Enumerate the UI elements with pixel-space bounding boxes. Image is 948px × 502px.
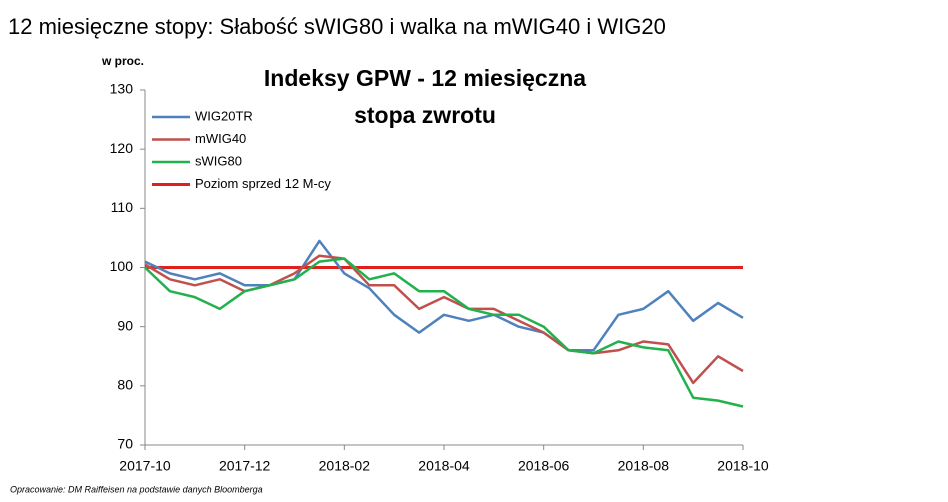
x-tick-label: 2018-04: [418, 458, 470, 474]
y-tick-label: 120: [110, 140, 134, 156]
y-tick-label: 70: [117, 436, 133, 452]
legend-label: mWIG40: [195, 131, 246, 146]
y-axis-label: w proc.: [101, 54, 144, 68]
legend-label: Poziom sprzed 12 M-cy: [195, 176, 331, 191]
x-tick-label: 2018-06: [518, 458, 570, 474]
x-tick-label: 2018-02: [319, 458, 371, 474]
chart-title: Indeksy GPW - 12 miesięczna: [264, 65, 586, 91]
y-tick-label: 130: [110, 81, 134, 97]
slide-title: 12 miesięczne stopy: Słabość sWIG80 i wa…: [8, 14, 666, 39]
series-line: [144, 254, 744, 385]
x-tick-label: 2017-10: [119, 458, 171, 474]
legend-label: sWIG80: [195, 153, 242, 168]
series-line: [144, 257, 744, 408]
footer: Opracowanie: DM Raiffeisen na podstawie …: [10, 484, 263, 494]
y-tick-label: 80: [117, 377, 133, 393]
y-tick-label: 90: [117, 317, 133, 333]
x-tick-label: 2018-10: [717, 458, 769, 474]
x-tick-label: 2018-08: [618, 458, 670, 474]
y-tick-label: 100: [110, 258, 134, 274]
chart-title: stopa zwrotu: [354, 102, 496, 128]
series-line: [144, 239, 744, 352]
y-tick-label: 110: [111, 199, 134, 215]
x-tick-label: 2017-12: [219, 458, 271, 474]
legend-label: WIG20TR: [195, 108, 253, 123]
